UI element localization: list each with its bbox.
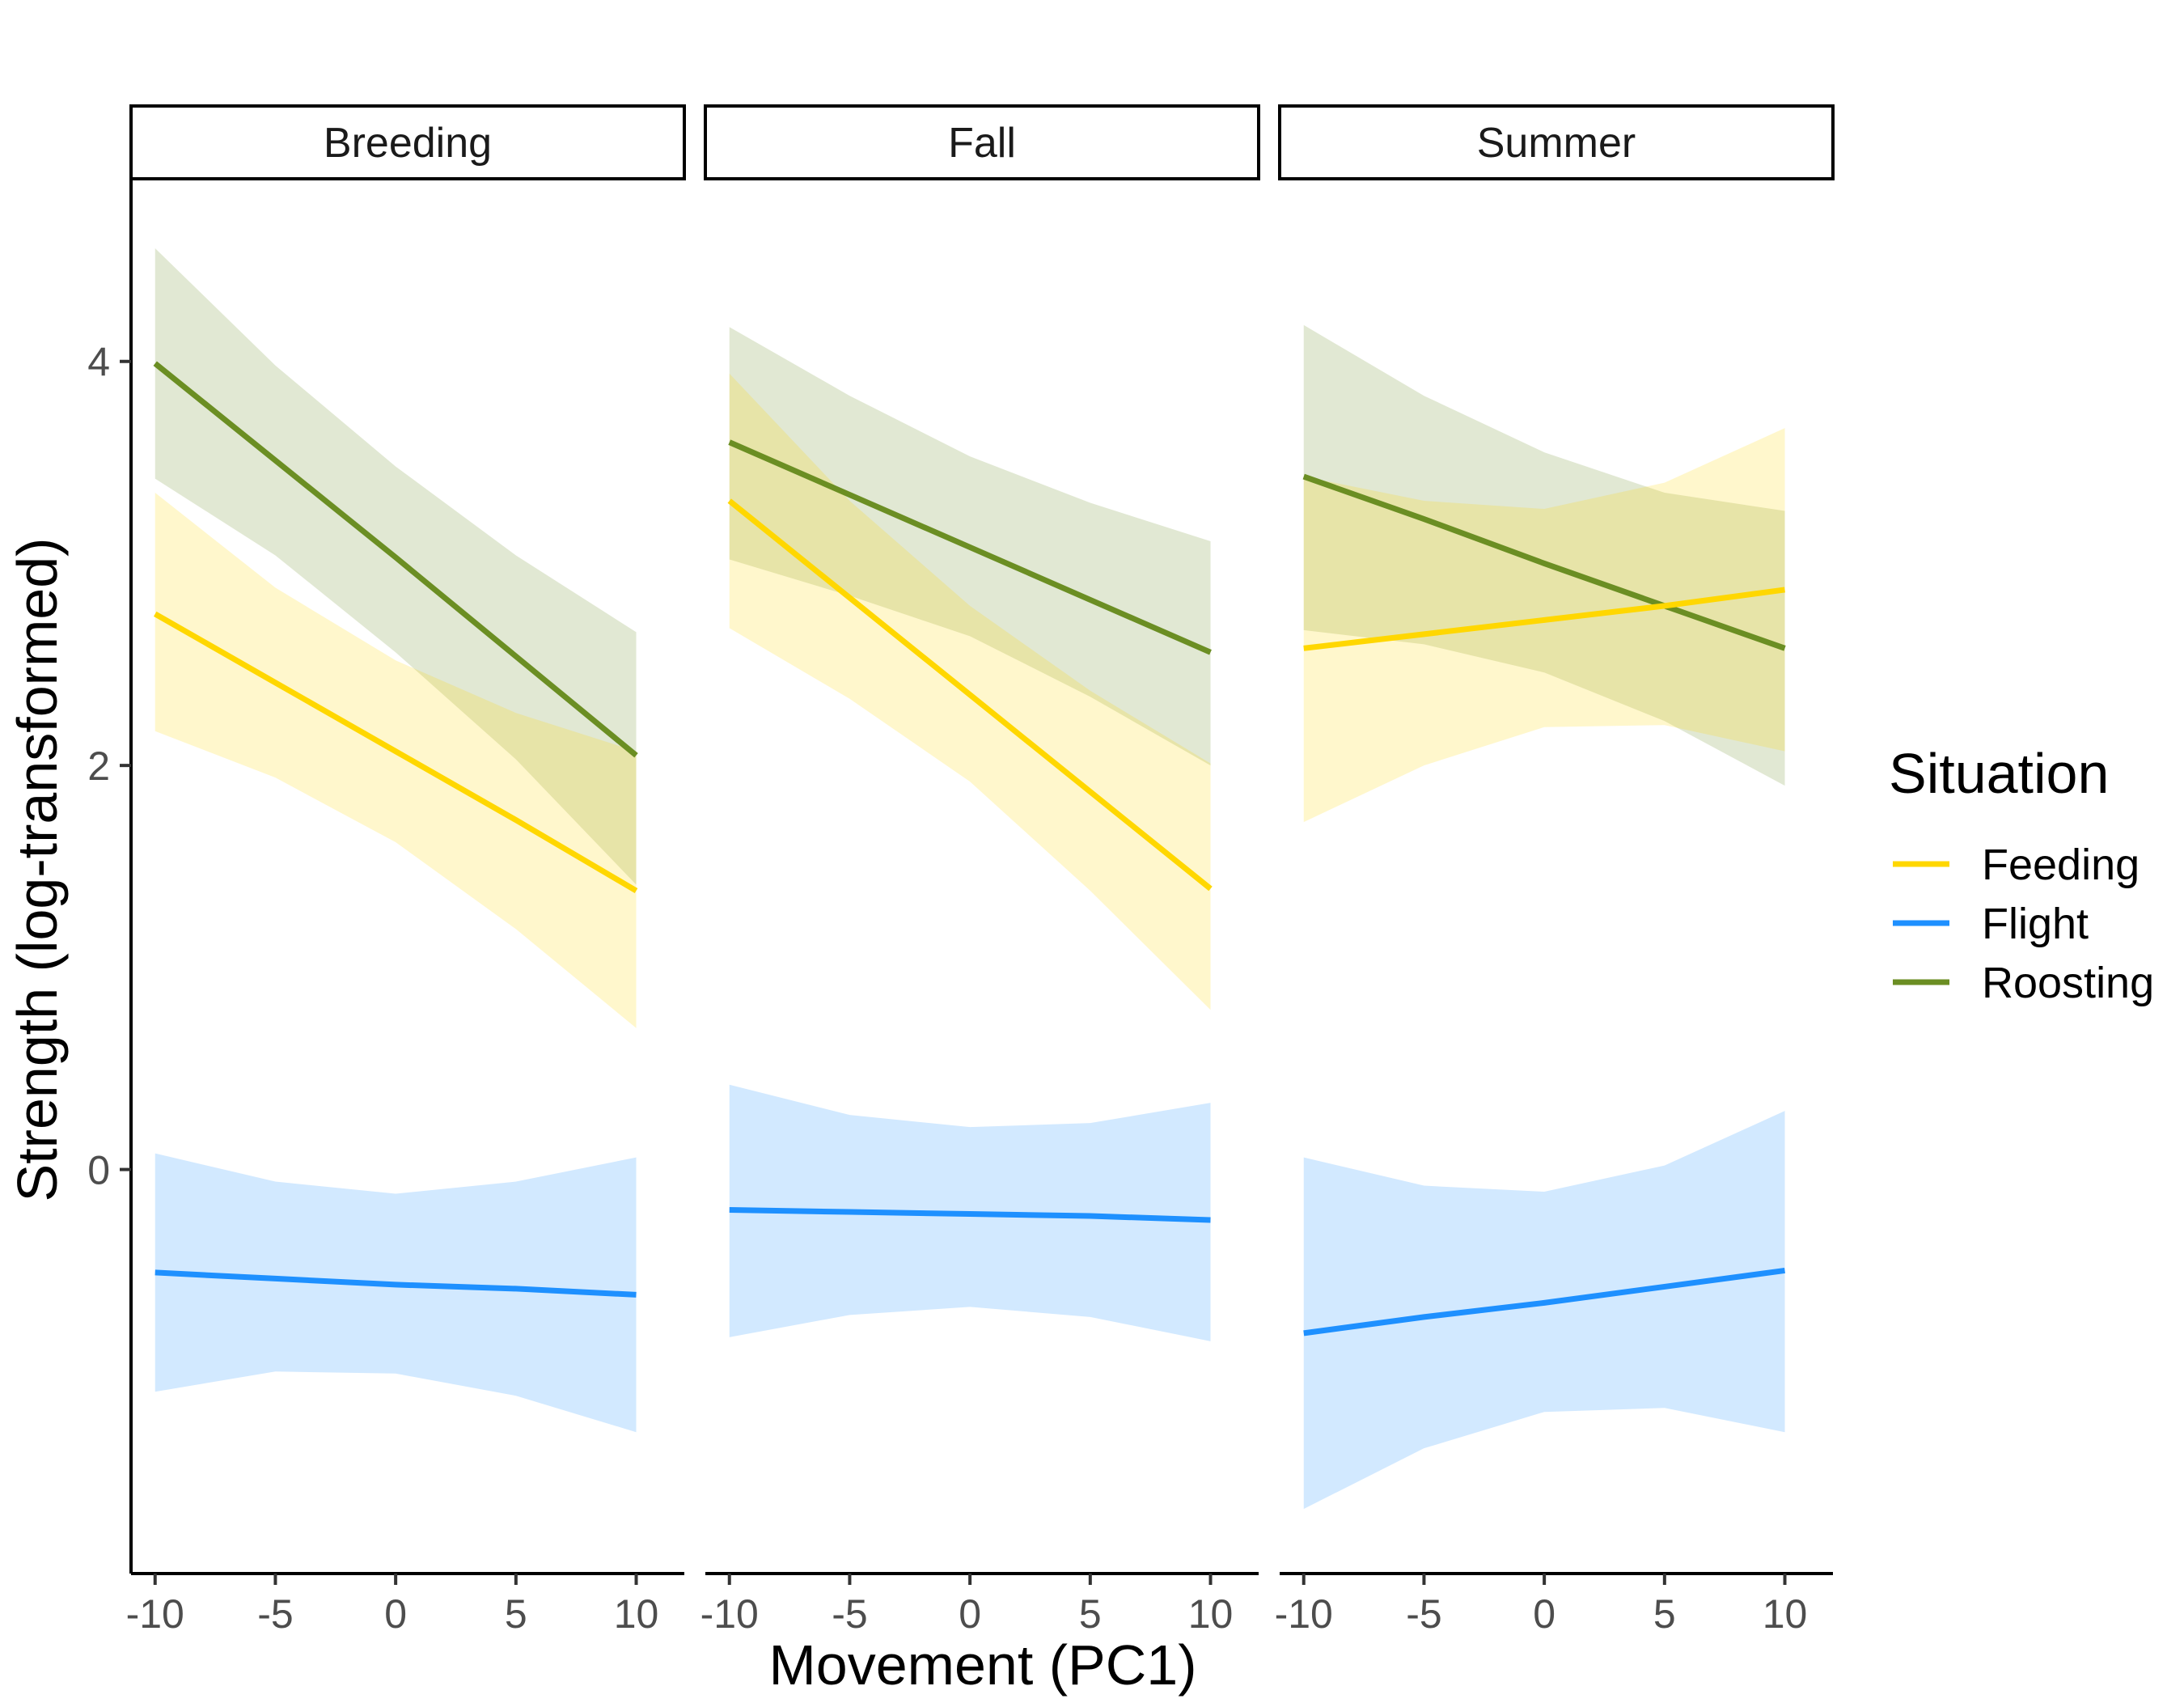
legend-label-roosting: Roosting — [1982, 959, 2154, 1007]
x-tick-label: -5 — [257, 1591, 293, 1637]
facet-strip-summer — [1278, 104, 1835, 180]
series-line-feeding — [727, 498, 1213, 892]
x-tick-label: 5 — [1653, 1591, 1676, 1637]
x-tick-label: -10 — [700, 1591, 759, 1637]
confidence-band-flight — [154, 1153, 637, 1433]
x-tick-label: 10 — [1763, 1591, 1808, 1637]
confidence-band-feeding — [1303, 428, 1785, 823]
series-line-flight — [154, 1269, 637, 1298]
x-tick-label: 0 — [384, 1591, 407, 1637]
y-axis-title: Strength (log-transformed) — [6, 538, 69, 1202]
series-line-roosting — [728, 439, 1212, 655]
y-tick-label: 4 — [87, 340, 110, 385]
series-line-roosting — [153, 361, 638, 758]
legend-title: Situation — [1889, 742, 2109, 805]
x-axis-title: Movement (PC1) — [768, 1633, 1196, 1697]
legend: Situation Feeding Flight Roosting — [1889, 742, 2154, 1007]
facet-strip-label: Breeding — [324, 120, 492, 167]
series-line-roosting — [1302, 473, 1786, 651]
x-tick-label: 0 — [1533, 1591, 1555, 1637]
x-tick-label: 10 — [614, 1591, 659, 1637]
legend-label-feeding: Feeding — [1982, 841, 2140, 889]
panel-fall: Fall — [704, 104, 1260, 1341]
y-tick-label: 0 — [87, 1148, 110, 1193]
confidence-band-feeding — [154, 493, 637, 1028]
x-tick-label: -5 — [1406, 1591, 1441, 1637]
y-tick-label: 2 — [87, 743, 110, 789]
x-tick-label: -5 — [832, 1591, 867, 1637]
panel-summer: Summer — [1278, 104, 1835, 1510]
facet-strip-label: Summer — [1477, 120, 1636, 167]
confidence-band-roosting — [154, 248, 637, 885]
legend-items: Feeding Flight Roosting — [1893, 841, 2154, 1007]
series-line-flight — [1303, 1267, 1785, 1337]
confidence-band-roosting — [1303, 324, 1785, 786]
confidence-band-flight — [1303, 1111, 1785, 1510]
facet-strip-fall — [704, 104, 1260, 180]
x-tick-label: 5 — [1079, 1591, 1102, 1637]
legend-label-flight: Flight — [1982, 900, 2089, 948]
x-tick-label: 10 — [1188, 1591, 1234, 1637]
facet-strip-label: Fall — [948, 120, 1016, 167]
x-tick-label: 0 — [959, 1591, 981, 1637]
series-line-feeding — [1303, 587, 1785, 651]
x-tick-label: -10 — [1275, 1591, 1333, 1637]
panel-breeding: Breeding — [129, 104, 686, 1433]
x-tick-label: 5 — [505, 1591, 527, 1637]
x-tick-label: -10 — [126, 1591, 184, 1637]
facet-strip-breeding — [129, 104, 686, 180]
axes-layer: -10 -5 0 5 10 -10 -5 0 5 10 -10 -5 0 5 10 0 2 4 — [87, 180, 1833, 1637]
series-line-feeding — [154, 611, 638, 893]
panels-layer: Breeding Fall Summer — [129, 104, 1835, 1510]
series-line-flight — [729, 1207, 1211, 1223]
